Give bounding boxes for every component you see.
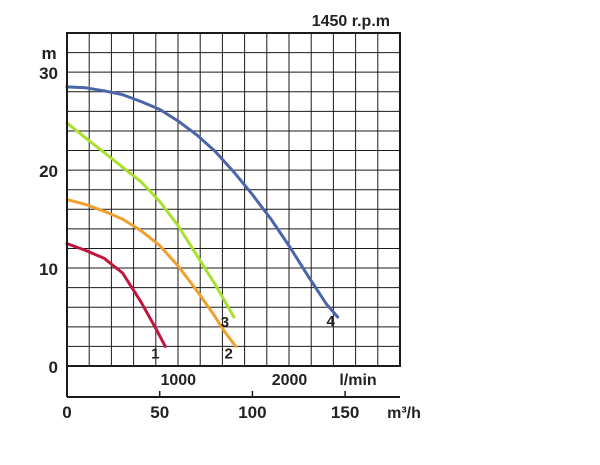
y-tick-label: 30 — [39, 64, 58, 83]
x-secondary-tick-label: 0 — [62, 403, 71, 422]
series-label-4: 4 — [327, 313, 336, 330]
x-primary-unit: l/min — [339, 372, 376, 389]
plot-frame — [66, 32, 401, 367]
x-primary-tick-label: 1000 — [160, 372, 196, 389]
y-tick-label: 20 — [39, 162, 58, 181]
x-secondary-tick-label: 50 — [150, 403, 169, 422]
x-primary-axis: 1000 2000 l/min — [160, 372, 376, 389]
x-secondary-tick-label: 100 — [238, 403, 266, 422]
series-line-3 — [65, 121, 236, 319]
x-primary-tick-label: 2000 — [272, 372, 308, 389]
y-tick-label: 0 — [49, 358, 58, 377]
x-secondary-unit: m³/h — [387, 405, 421, 422]
series-line-4 — [65, 85, 340, 319]
series-label-1: 1 — [151, 345, 159, 362]
y-axis-unit: m — [41, 44, 56, 63]
x-secondary-axis: 0 50 100 150 m³/h — [62, 366, 421, 422]
y-tick-label: 10 — [39, 260, 58, 279]
y-tick-labels: 0 10 20 30 — [39, 64, 58, 377]
series-line-2 — [65, 198, 238, 348]
series-line-1 — [65, 242, 167, 348]
series-layer: 1 2 3 4 — [65, 85, 340, 362]
series-label-3: 3 — [221, 314, 229, 331]
grid-lines — [67, 33, 400, 366]
x-secondary-tick-label: 150 — [331, 403, 359, 422]
chart-title: 1450 r.p.m — [312, 13, 390, 30]
series-label-2: 2 — [225, 345, 233, 362]
